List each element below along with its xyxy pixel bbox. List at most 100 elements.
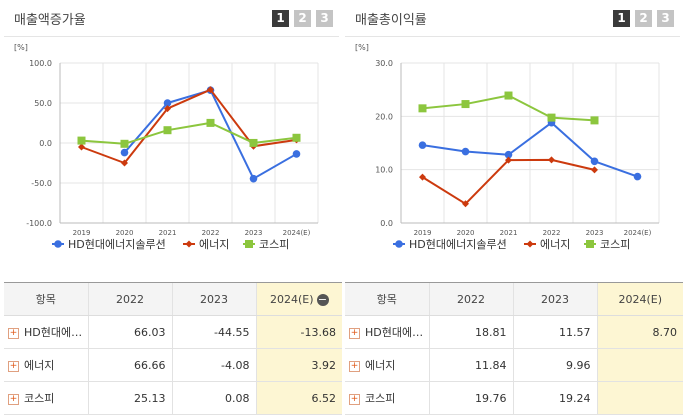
row-label: HD현대에…: [365, 326, 424, 339]
table-row: + HD현대에… 66.03 -44.55 -13.68: [4, 315, 342, 349]
y-tick-label: 10.0: [375, 166, 393, 175]
expand-icon[interactable]: +: [8, 393, 19, 405]
data-point: [292, 133, 301, 142]
legend-label: HD현대에너지솔루션: [409, 238, 507, 251]
value-cell: [596, 348, 683, 382]
y-tick-label: -50.0: [31, 179, 52, 188]
y-tick-label: 20.0: [375, 112, 393, 121]
x-tick-label: 2022: [202, 229, 220, 237]
data-point: [590, 157, 599, 166]
col-header-2024e-label: 2024(E): [269, 292, 314, 306]
y-tick-label: -100.0: [26, 219, 52, 228]
page-1-button[interactable]: 1: [613, 10, 630, 27]
col-header-2023: 2023: [512, 282, 597, 316]
panel-title: 매출총이익률: [355, 13, 427, 28]
x-tick-label: 2024(E): [283, 229, 311, 237]
legend-label: 코스피: [259, 238, 289, 251]
legend-swatch: [245, 240, 253, 248]
page-3-button[interactable]: 3: [657, 10, 674, 27]
table-row: + 에너지 11.84 9.96: [345, 348, 683, 382]
col-header-item: 항목: [345, 282, 429, 316]
data-point: [206, 118, 215, 127]
page-selector: 1 2 3: [272, 10, 333, 27]
legend-label: 에너지: [540, 238, 570, 251]
page-3-button[interactable]: 3: [316, 10, 333, 27]
legend-swatch: [526, 240, 534, 248]
row-label-cell: + HD현대에…: [345, 315, 429, 349]
growth-panel: 매출액증가율 1 2 3 [%] 100.0 50.0 0.0 -50.0 -100.0 2…: [4, 0, 339, 251]
x-tick-label: 2019: [414, 229, 432, 237]
data-point: [249, 138, 258, 147]
gross-margin-panel: 매출총이익률 1 2 3 [%] 30.0 20.0 10.0 0.0 2019 2020 2…: [345, 0, 680, 251]
value-cell: [596, 381, 683, 415]
row-label: HD현대에…: [24, 326, 83, 339]
col-header-item: 항목: [4, 282, 88, 316]
data-point: [461, 147, 470, 156]
panel-header: 매출액증가율 1 2 3: [4, 0, 339, 36]
legend-label: 코스피: [600, 238, 630, 251]
x-tick-label: 2022: [543, 229, 561, 237]
value-cell: -4.08: [171, 348, 256, 382]
data-point: [164, 105, 171, 113]
panel-header: 매출총이익률 1 2 3: [345, 0, 680, 36]
data-point: [120, 148, 129, 157]
expand-icon[interactable]: +: [349, 360, 360, 372]
collapse-icon[interactable]: −: [316, 292, 329, 306]
expand-icon[interactable]: +: [8, 327, 19, 339]
page-2-button[interactable]: 2: [635, 10, 652, 27]
unit-label: [%]: [355, 43, 369, 52]
x-tick-label: 2023: [245, 229, 263, 237]
expand-icon[interactable]: +: [349, 393, 360, 405]
table-header-row: 항목 2022 2023 2024(E): [345, 282, 683, 316]
value-cell: -13.68: [255, 315, 342, 349]
x-tick-label: 2021: [159, 229, 177, 237]
series-line: [421, 158, 595, 205]
table-row: + 코스피 19.76 19.24: [345, 381, 683, 415]
data-point: [462, 200, 469, 208]
value-cell: 8.70: [596, 315, 683, 349]
x-tick-label: 2024(E): [624, 229, 652, 237]
chart-container: [%] 100.0 50.0 0.0 -50.0 -100.0 2019 2020 2021 20…: [4, 36, 339, 262]
value-cell: 3.92: [255, 348, 342, 382]
data-point: [547, 113, 556, 122]
page-1-button[interactable]: 1: [272, 10, 289, 27]
data-point: [504, 91, 513, 100]
x-tick-label: 2019: [73, 229, 91, 237]
value-cell: 11.84: [428, 348, 513, 382]
expand-icon[interactable]: +: [349, 327, 360, 339]
data-point: [207, 86, 214, 94]
value-cell: 25.13: [87, 381, 172, 415]
row-label-cell: + HD현대에…: [4, 315, 88, 349]
y-tick-label: 0.0: [39, 139, 52, 148]
data-point: [163, 99, 172, 107]
value-cell: 11.57: [512, 315, 597, 349]
col-header-2022: 2022: [87, 282, 172, 316]
value-cell: 9.96: [512, 348, 597, 382]
value-cell: 19.76: [428, 381, 513, 415]
expand-icon[interactable]: +: [8, 360, 19, 372]
data-point: [419, 173, 426, 181]
row-label: 에너지: [365, 359, 396, 372]
data-point: [505, 156, 512, 164]
gross-margin-chart: [%] 30.0 20.0 10.0 0.0 2019 2020 2021 2022 2023 20…: [355, 43, 660, 251]
legend-swatch: [395, 240, 403, 248]
panel-title: 매출액증가율: [14, 13, 86, 28]
data-point: [504, 150, 513, 159]
data-point: [418, 141, 427, 149]
data-point: [163, 126, 172, 135]
value-cell: 66.03: [87, 315, 172, 349]
legend-swatch: [586, 240, 594, 248]
page-2-button[interactable]: 2: [294, 10, 311, 27]
series-line: [81, 121, 297, 145]
data-point: [292, 150, 301, 158]
row-label-cell: + 코스피: [4, 381, 88, 415]
row-label-cell: + 에너지: [4, 348, 88, 382]
value-cell: 0.08: [171, 381, 256, 415]
table-header-row: 항목 2022 2023 2024(E) −: [4, 282, 342, 316]
data-point: [78, 143, 85, 151]
data-point: [590, 116, 599, 125]
legend-label: 에너지: [199, 238, 229, 251]
row-label-cell: + 에너지: [345, 348, 429, 382]
value-cell: 18.81: [428, 315, 513, 349]
value-cell: 19.24: [512, 381, 597, 415]
